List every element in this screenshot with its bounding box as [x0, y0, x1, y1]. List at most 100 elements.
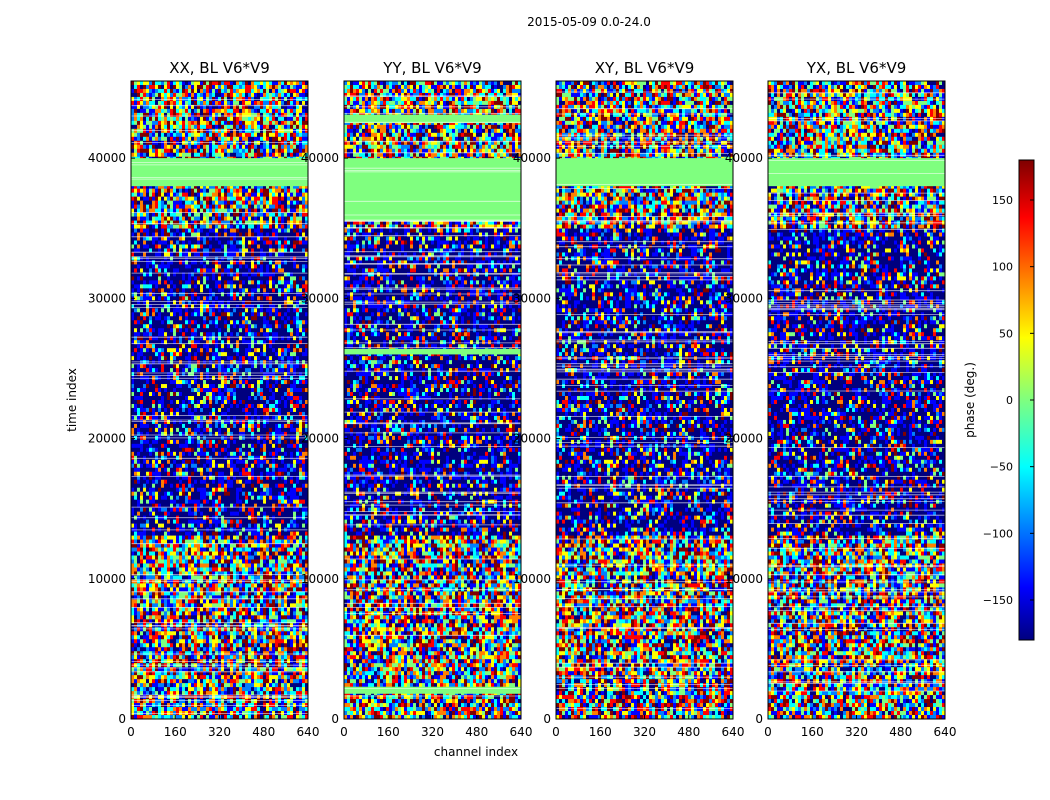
phase-cell — [293, 125, 296, 129]
phase-cell — [185, 81, 188, 85]
phase-cell — [146, 117, 149, 121]
phase-cell — [209, 81, 212, 85]
phase-cell — [287, 113, 290, 117]
phase-cell — [251, 89, 254, 93]
phase-cell — [224, 109, 227, 113]
phase-cell — [260, 89, 263, 93]
phase-cell — [218, 85, 221, 89]
phase-cell — [200, 97, 203, 101]
phase-cell — [215, 121, 218, 125]
phase-cell — [206, 93, 209, 97]
phase-cell — [182, 125, 185, 129]
phase-cell — [203, 97, 206, 101]
phase-cell — [143, 121, 146, 125]
phase-cell — [134, 97, 137, 101]
phase-cell — [254, 109, 257, 113]
phase-cell — [281, 113, 284, 117]
phase-cell — [251, 101, 254, 105]
phase-cell — [221, 93, 224, 97]
phase-cell — [134, 81, 137, 85]
phase-cell — [164, 81, 167, 85]
phase-cell — [179, 109, 182, 113]
phase-cell — [233, 109, 236, 113]
phase-cell — [206, 81, 209, 85]
phase-cell — [227, 81, 230, 85]
panel-title: XX, BL V6*V9 — [169, 59, 270, 77]
phase-cell — [260, 93, 263, 97]
phase-cell — [245, 121, 248, 125]
phase-cell — [140, 93, 143, 97]
phase-cell — [224, 81, 227, 85]
phase-cell — [299, 97, 302, 101]
phase-cell — [209, 93, 212, 97]
phase-cell — [143, 89, 146, 93]
phase-cell — [149, 121, 152, 125]
phase-cell — [194, 125, 197, 129]
phase-cell — [149, 117, 152, 121]
phase-cell — [200, 113, 203, 117]
phase-cell — [194, 121, 197, 125]
phase-cell — [146, 121, 149, 125]
phase-cell — [299, 89, 302, 93]
phase-cell — [155, 81, 158, 85]
phase-cell — [233, 125, 236, 129]
phase-cell — [236, 117, 239, 121]
phase-cell — [266, 97, 269, 101]
phase-cell — [293, 109, 296, 113]
phase-cell — [260, 125, 263, 129]
phase-cell — [191, 93, 194, 97]
phase-cell — [296, 85, 299, 89]
phase-cell — [191, 89, 194, 93]
phase-cell — [287, 97, 290, 101]
phase-cell — [284, 113, 287, 117]
phase-cell — [170, 89, 173, 93]
phase-cell — [302, 109, 305, 113]
phase-cell — [299, 121, 302, 125]
phase-cell — [158, 97, 161, 101]
phase-cell — [149, 113, 152, 117]
phase-cell — [155, 109, 158, 113]
phase-cell — [176, 101, 179, 105]
phase-cell — [278, 85, 281, 89]
phase-cell — [194, 89, 197, 93]
phase-cell — [272, 89, 275, 93]
phase-cell — [188, 125, 191, 129]
phase-cell — [221, 121, 224, 125]
phase-cell — [281, 97, 284, 101]
phase-cell — [242, 93, 245, 97]
phase-cell — [272, 93, 275, 97]
phase-cell — [155, 101, 158, 105]
phase-cell — [134, 109, 137, 113]
phase-cell — [203, 113, 206, 117]
phase-cell — [266, 109, 269, 113]
phase-cell — [173, 85, 176, 89]
phase-cell — [194, 101, 197, 105]
phase-cell — [209, 113, 212, 117]
phase-cell — [197, 113, 200, 117]
phase-cell — [215, 89, 218, 93]
phase-cell — [218, 121, 221, 125]
phase-cell — [191, 97, 194, 101]
phase-cell — [173, 97, 176, 101]
phase-cell — [302, 125, 305, 129]
phase-cell — [218, 101, 221, 105]
phase-cell — [158, 109, 161, 113]
phase-cell — [302, 81, 305, 85]
phase-cell — [290, 117, 293, 121]
phase-cell — [287, 89, 290, 93]
phase-cell — [284, 89, 287, 93]
phase-cell — [191, 113, 194, 117]
phase-cell — [143, 81, 146, 85]
phase-cell — [284, 125, 287, 129]
phase-cell — [254, 125, 257, 129]
phase-cell — [197, 81, 200, 85]
phase-cell — [155, 117, 158, 121]
phase-cell — [230, 81, 233, 85]
phase-cell — [185, 97, 188, 101]
phase-cell — [143, 93, 146, 97]
phase-cell — [299, 101, 302, 105]
phase-cell — [230, 93, 233, 97]
phase-cell — [179, 93, 182, 97]
phase-cell — [212, 113, 215, 117]
phase-cell — [170, 85, 173, 89]
